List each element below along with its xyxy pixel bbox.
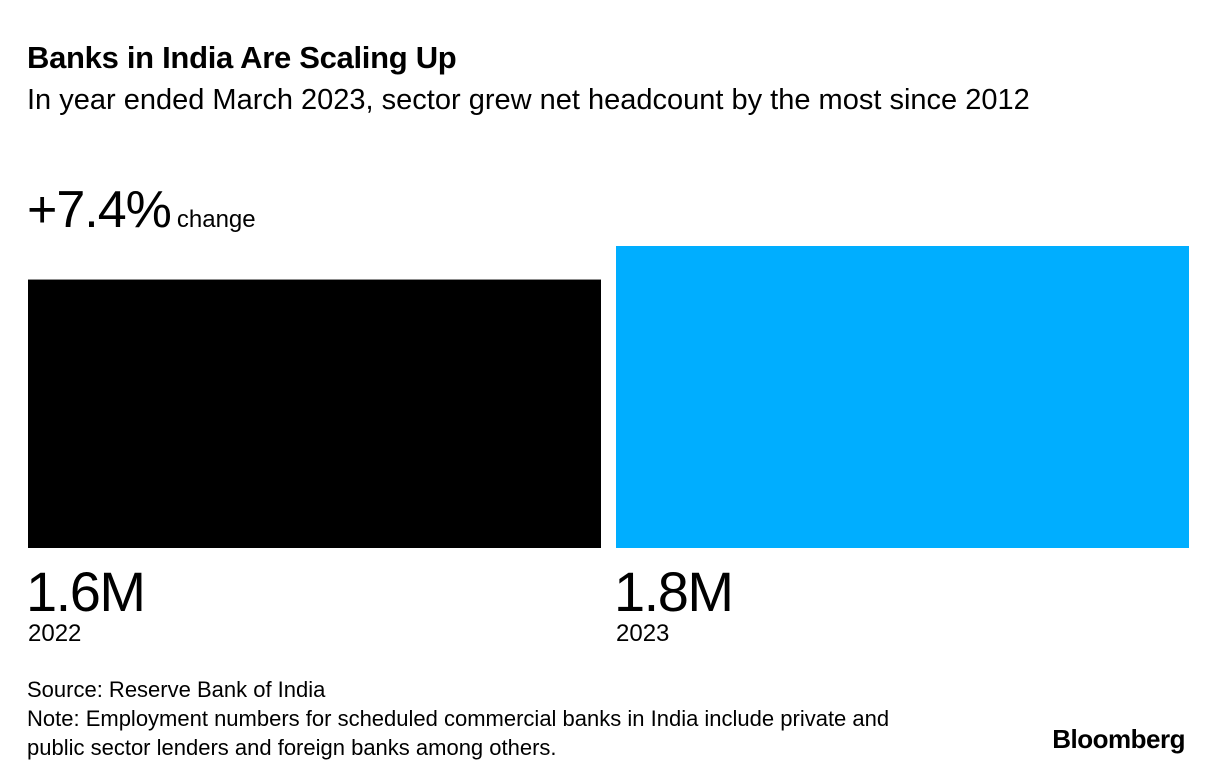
source-note: Source: Reserve Bank of India [27, 677, 326, 702]
change-value: +7.4% [27, 181, 172, 239]
bar-category-label-2022: 2022 [28, 620, 82, 647]
bar-category-label-2023: 2023 [616, 620, 670, 647]
chart-title: Banks in India Are Scaling Up [27, 40, 457, 75]
bar-2022 [28, 279, 601, 548]
bar-2023 [616, 246, 1189, 548]
chart-subtitle: In year ended March 2023, sector grew ne… [27, 84, 1030, 116]
change-label: change [176, 206, 256, 233]
bloomberg-logo: Bloomberg [1052, 724, 1185, 754]
change-summary: +7.4% change [27, 180, 256, 240]
bar-value-label-2023: 1.8M [614, 560, 734, 623]
footnote: Note: Employment numbers for scheduled c… [27, 706, 890, 760]
bar-value-label-2022: 1.6M [26, 560, 146, 623]
